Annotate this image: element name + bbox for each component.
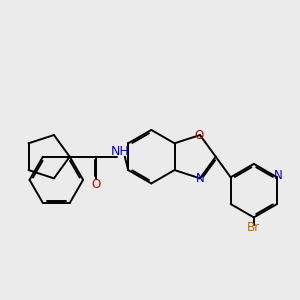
Text: N: N	[196, 172, 205, 185]
Text: NH: NH	[111, 146, 130, 158]
Text: Br: Br	[247, 221, 260, 234]
Text: N: N	[274, 169, 283, 182]
Text: O: O	[92, 178, 101, 191]
Text: O: O	[195, 128, 204, 142]
